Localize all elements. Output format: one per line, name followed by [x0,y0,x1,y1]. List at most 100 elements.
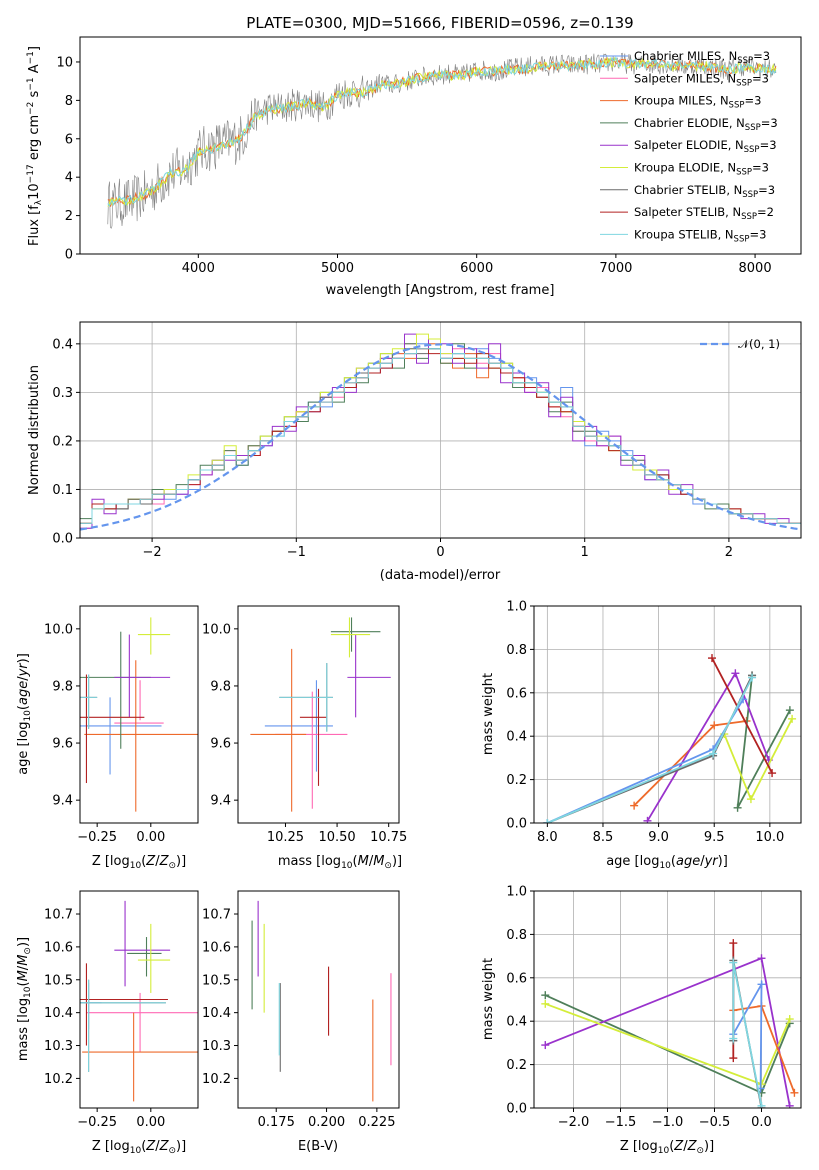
plot-area [251,900,392,1102]
x-tick-label: 0.0 [751,1115,772,1130]
plot-area [250,617,391,812]
x-tick-label: −2 [143,545,162,560]
x-tick-label: −1.5 [605,1115,637,1130]
legend-label: Salpeter STELIB, NSSP=2 [634,205,774,222]
y-tick-label: 8 [65,94,73,109]
plot-area [107,52,777,229]
y-tick-label: 10.0 [202,622,231,637]
y-tick-label: 0.0 [52,532,73,547]
y-tick-label: 0 [65,248,73,263]
x-axis-label: Z [log10(Z/Z⊙)] [92,1139,186,1156]
y-tick-label: 9.4 [210,794,231,809]
x-tick-label: 7000 [599,261,632,276]
x-tick-label: 8.5 [593,830,614,845]
y-tick-label: 10.5 [44,973,73,988]
y-tick-label: 1.0 [506,885,527,900]
axes-frame [79,605,199,824]
legend-label: Kroupa MILES, NSSP=3 [634,94,761,111]
y-tick-label: 0.2 [506,773,527,788]
x-axis-label: Z [log10(Z/Z⊙)] [92,854,186,871]
axes-frame [79,890,199,1109]
x-tick-label: −0.5 [699,1115,731,1130]
x-tick-label: 0.175 [258,1115,295,1130]
y-tick-label: 0.8 [506,643,527,658]
normal-curve [80,343,801,531]
y-tick-label: 10.5 [202,973,231,988]
x-tick-label: 8.0 [537,830,558,845]
y-tick-label: 10 [56,55,73,70]
y-tick-label: 9.6 [52,737,73,752]
panel-age-vs-mass: 10.25 10.50 10.75 9.4 9.6 9.8 10.0 mass [log10(… [202,605,407,871]
y-tick-label: 9.8 [210,679,231,694]
x-tick-label: 10.25 [267,830,304,845]
plot-area [80,900,198,1102]
x-tick-label: −0.25 [77,830,117,845]
y-tick-label: 0.0 [506,1102,527,1117]
axes-frame [237,890,400,1109]
y-tick-label: 9.6 [210,737,231,752]
x-tick-label: 5000 [321,261,354,276]
y-tick-label: 0.2 [52,434,73,449]
y-tick-label: 10.0 [44,622,73,637]
y-tick-label: 4 [65,171,73,186]
x-axis-label: Z [log10(Z/Z⊙)] [620,1139,714,1156]
plot-area [80,333,801,531]
x-axis-label: age [log10(age/yr)] [606,854,728,871]
y-tick-label: 0.8 [506,928,527,943]
axes-frame [79,36,802,255]
legend-label: Chabrier MILES, NSSP=3 [634,49,770,66]
x-tick-label: 10.75 [370,830,407,845]
y-axis-label: Flux [fλ10−17 erg cm−2 s−1 A−1] [26,46,44,246]
x-tick-label: −1 [287,545,306,560]
x-tick-label: 4000 [182,261,215,276]
x-axis-label: E(B-V) [298,1139,338,1154]
y-tick-label: 1.0 [506,600,527,615]
y-tick-label: 10.6 [202,940,231,955]
y-tick-label: 0.2 [506,1058,527,1073]
y-tick-label: 10.2 [202,1072,231,1087]
x-tick-label: 1 [581,545,589,560]
y-tick-label: 10.3 [202,1039,231,1054]
y-tick-label: 10.3 [44,1039,73,1054]
y-tick-label: 10.2 [44,1072,73,1087]
y-tick-label: 9.8 [52,679,73,694]
x-tick-label: 0 [436,545,444,560]
y-axis-label: age [log10(age/yr)] [16,653,33,775]
panel-spectrum: 4000 5000 6000 7000 8000 0 2 4 6 8 10 Chabrier MILE… [26,36,802,298]
y-tick-label: 10.4 [202,1006,231,1021]
x-tick-label: −2.0 [558,1115,590,1130]
x-tick-label: 9.0 [648,830,669,845]
weight-line [547,677,753,823]
x-axis-label: mass [log10(M/M⊙)] [278,854,402,871]
legend-label: 𝒩(0, 1) [738,337,780,351]
plot-area [543,654,797,823]
y-axis-label: mass weight [481,673,496,755]
x-tick-label: 9.5 [704,830,725,845]
x-tick-label: 0.00 [136,1115,165,1130]
panel-weight-vs-Z: −2.0 −1.5 −1.0 −0.5 0.0 0.0 0.2 0.4 0.6 0.8 1.0 Z [… [481,885,802,1156]
y-axis-label: Normed distribution [27,365,42,495]
axes-frame [533,605,802,824]
legend-label: Salpeter ELODIE, NSSP=3 [634,138,777,155]
weight-line [732,962,763,1106]
y-tick-label: 0.1 [52,483,73,498]
y-tick-label: 10.6 [44,940,73,955]
y-tick-label: 10.7 [202,908,231,923]
panel-age-vs-Z: −0.25 0.00 9.4 9.6 9.8 10.0 Z [log10(Z/Z⊙)] age… [16,605,199,871]
y-tick-label: 0.6 [506,686,527,701]
y-tick-label: 0.3 [52,386,73,401]
y-tick-label: 0.0 [506,817,527,832]
y-tick-label: 9.4 [52,794,73,809]
figure-title: PLATE=0300, MJD=51666, FIBERID=0596, z=0… [246,14,633,32]
x-tick-label: 0.225 [358,1115,395,1130]
plot-area [541,939,799,1108]
y-tick-label: 6 [65,132,73,147]
panel-residuals: −2 −1 0 1 2 0.0 0.1 0.2 0.3 0.4 𝒩(0, 1) (data-model… [27,321,802,583]
y-tick-label: 0.4 [506,730,527,745]
y-axis-label: mass weight [481,958,496,1040]
x-tick-label: −0.25 [77,1115,117,1130]
plot-area [80,617,198,812]
x-tick-label: 6000 [460,261,493,276]
x-tick-label: 2 [725,545,733,560]
